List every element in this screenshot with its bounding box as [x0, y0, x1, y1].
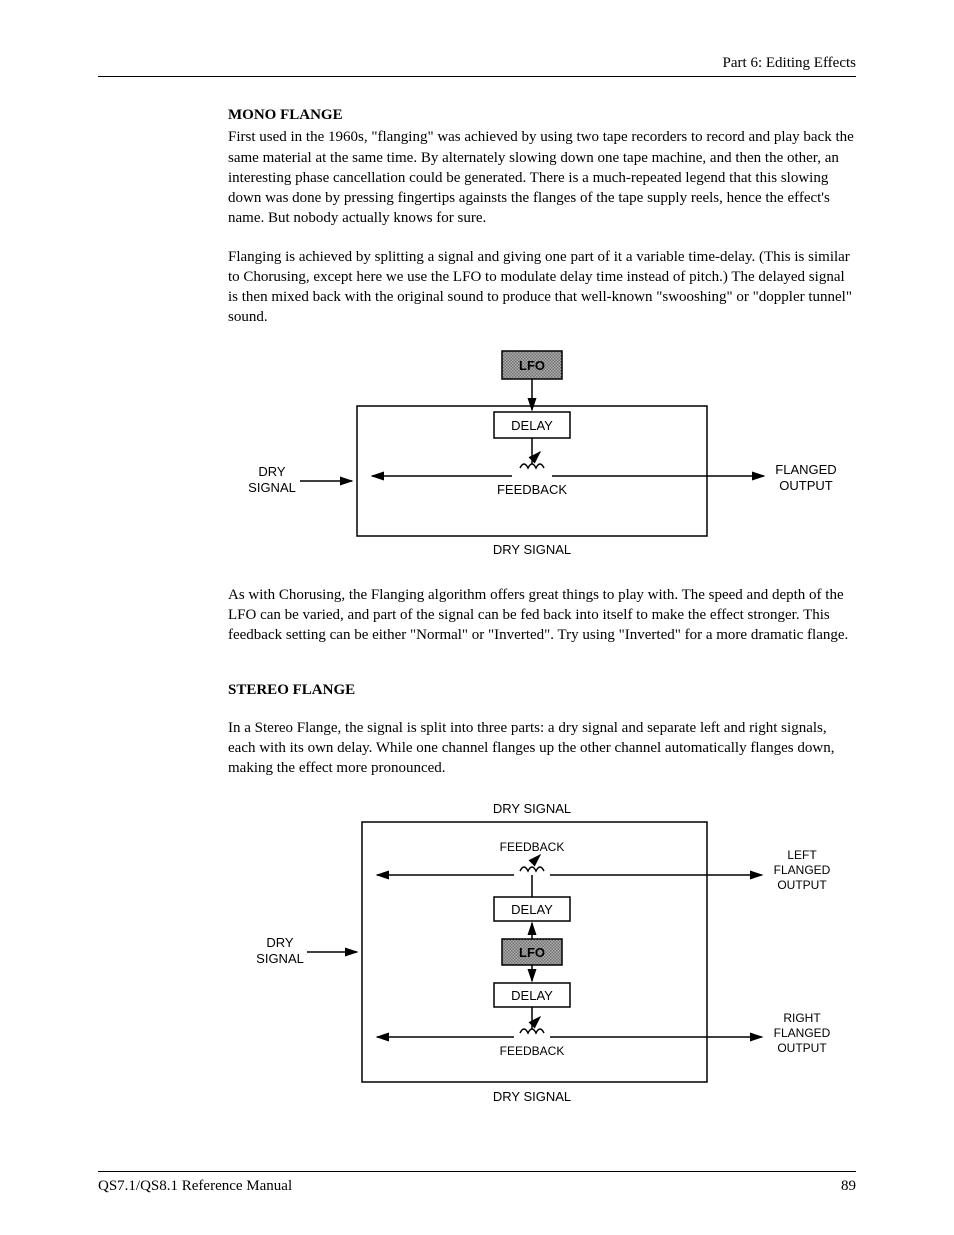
out-label-1: FLANGED: [775, 462, 836, 477]
dry-in-label-2: SIGNAL: [248, 480, 296, 495]
right-out-3: OUTPUT: [777, 1041, 827, 1055]
main-content: MONO FLANGE First used in the 1960s, "fl…: [98, 105, 856, 1123]
dry-bottom-label-2: DRY SIGNAL: [493, 1089, 571, 1104]
delay-upper-label: DELAY: [511, 902, 553, 917]
dry-in-label-2b: SIGNAL: [256, 951, 304, 966]
page-footer: QS7.1/QS8.1 Reference Manual 89: [98, 1171, 856, 1195]
header-title: Part 6: Editing Effects: [723, 55, 856, 71]
left-out-1: LEFT: [787, 848, 817, 862]
mono-flange-title: MONO FLANGE: [228, 105, 856, 125]
stereo-para-1: In a Stereo Flange, the signal is split …: [228, 718, 856, 779]
footer-manual: QS7.1/QS8.1 Reference Manual: [98, 1178, 292, 1195]
mono-para-2: Flanging is achieved by splitting a sign…: [228, 247, 856, 328]
mono-flange-diagram: LFO DELAY DRY SIGNAL: [228, 346, 856, 567]
left-out-2: FLANGED: [774, 863, 831, 877]
stereo-flange-title: STEREO FLANGE: [228, 680, 856, 700]
feedback-label: FEEDBACK: [497, 482, 567, 497]
dry-bottom-label: DRY SIGNAL: [493, 542, 571, 557]
right-out-1: RIGHT: [783, 1011, 821, 1025]
right-out-2: FLANGED: [774, 1026, 831, 1040]
page-header: Part 6: Editing Effects: [98, 55, 856, 77]
left-out-3: OUTPUT: [777, 878, 827, 892]
footer-page-number: 89: [841, 1178, 856, 1195]
delay-label: DELAY: [511, 418, 553, 433]
mono-para-3: As with Chorusing, the Flanging algorith…: [228, 585, 856, 646]
lfo-label-2: LFO: [519, 945, 545, 960]
dry-in-label-1b: DRY: [266, 935, 294, 950]
feedback-upper-label: FEEDBACK: [500, 840, 565, 854]
delay-lower-label: DELAY: [511, 988, 553, 1003]
feedback-lower-label: FEEDBACK: [500, 1044, 565, 1058]
lfo-label: LFO: [519, 358, 545, 373]
mono-para-1: First used in the 1960s, "flanging" was …: [228, 127, 856, 228]
dry-top-label: DRY SIGNAL: [493, 801, 571, 816]
stereo-flange-diagram: DRY SIGNAL DRY SIGNAL LFO DELAY DELAY: [228, 797, 856, 1123]
dry-in-label-1: DRY: [258, 464, 286, 479]
out-label-2: OUTPUT: [779, 478, 833, 493]
